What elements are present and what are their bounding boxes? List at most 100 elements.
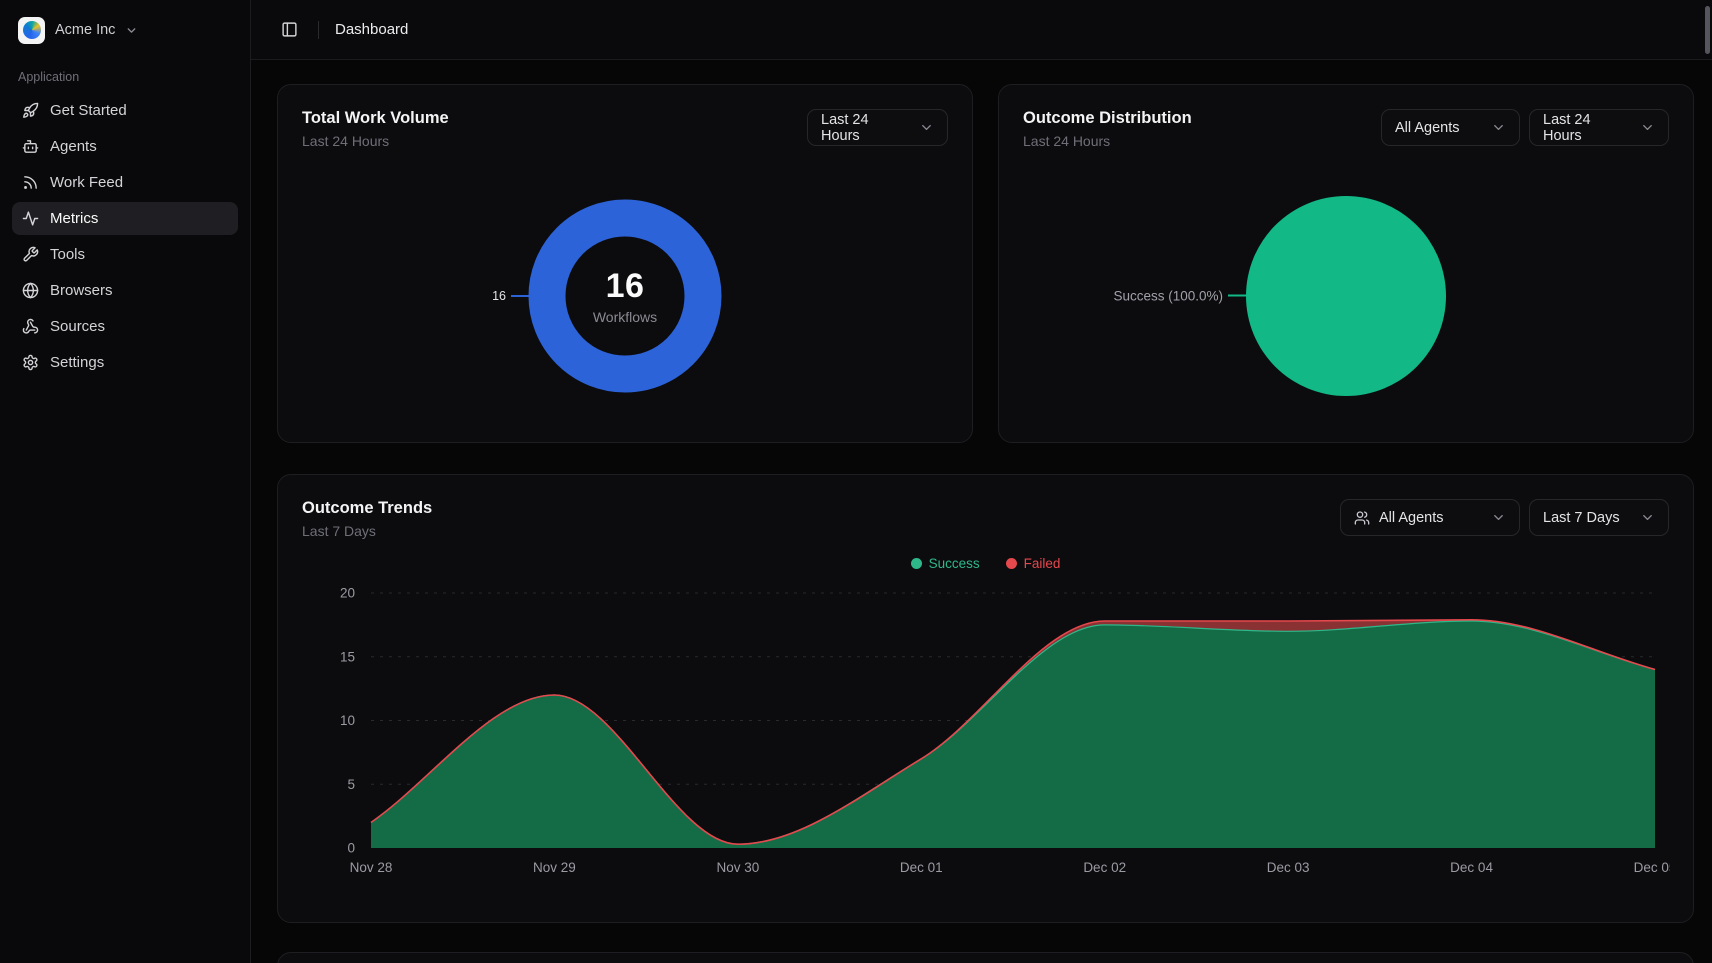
top-cards-row: Total Work Volume Last 24 Hours Last 24 … [277, 84, 1694, 443]
outcome-trends-range-select[interactable]: Last 7 Days [1529, 499, 1669, 536]
pie-callout-line [1228, 295, 1248, 297]
donut-value: 16 [606, 267, 645, 306]
work-volume-range-value: Last 24 Hours [821, 112, 909, 144]
svg-text:0: 0 [347, 841, 355, 856]
svg-text:Dec 01: Dec 01 [900, 860, 943, 875]
outcome-distribution-range-value: Last 24 Hours [1543, 112, 1630, 144]
work-volume-card-header: Total Work Volume Last 24 Hours Last 24 … [278, 85, 972, 149]
outcome-trends-card: Outcome Trends Last 7 Days All Agents [277, 474, 1694, 923]
activity-icon [22, 210, 39, 227]
sidebar-item-tools[interactable]: Tools [12, 238, 238, 271]
donut-unit: Workflows [593, 309, 657, 325]
next-card-partial [277, 952, 1694, 963]
outcome-trends-range-value: Last 7 Days [1543, 510, 1620, 526]
outcome-distribution-agent-select[interactable]: All Agents [1381, 109, 1520, 146]
work-volume-subtitle: Last 24 Hours [302, 133, 449, 149]
rocket-icon [22, 102, 39, 119]
outcome-trends-subtitle: Last 7 Days [302, 523, 432, 539]
users-icon [1354, 510, 1370, 526]
page-title: Dashboard [335, 21, 408, 38]
legend-success: Success [911, 556, 980, 571]
outcome-distribution-card-header: Outcome Distribution Last 24 Hours All A… [999, 85, 1693, 149]
sidebar-item-label: Agents [50, 138, 97, 155]
webhook-icon [22, 318, 39, 335]
sidebar-item-browsers[interactable]: Browsers [12, 274, 238, 307]
outcome-trends-controls: All Agents Last 7 Days [1340, 499, 1669, 536]
trends-legend: Success Failed [278, 553, 1693, 573]
sidebar-item-metrics[interactable]: Metrics [12, 202, 238, 235]
outcome-trends-agent-select[interactable]: All Agents [1340, 499, 1520, 536]
chevron-down-icon [1640, 120, 1655, 135]
brand-logo [18, 17, 45, 44]
sidebar-item-label: Settings [50, 354, 104, 371]
globe-icon [22, 282, 39, 299]
brand-logo-glyph [23, 21, 41, 39]
sidebar-nav: Get Started Agents Work Feed Metrics Tools Br… [12, 94, 238, 379]
svg-text:Nov 29: Nov 29 [533, 860, 576, 875]
panel-left-icon [281, 21, 298, 38]
work-volume-title: Total Work Volume [302, 109, 449, 128]
donut-callout-line [511, 295, 531, 297]
outcome-distribution-heading: Outcome Distribution Last 24 Hours [1023, 109, 1192, 149]
outcome-trends-heading: Outcome Trends Last 7 Days [302, 499, 432, 539]
chevron-down-icon [1491, 120, 1506, 135]
rss-icon [22, 174, 39, 191]
svg-text:Dec 02: Dec 02 [1083, 860, 1126, 875]
app-root: Acme Inc Application Get Started Agents Wo… [0, 0, 1712, 963]
sidebar-item-label: Tools [50, 246, 85, 263]
donut-center-text: 16 Workflows [520, 191, 730, 401]
donut-callout: 16 [492, 289, 531, 303]
svg-text:Nov 28: Nov 28 [350, 860, 393, 875]
total-work-volume-card: Total Work Volume Last 24 Hours Last 24 … [277, 84, 973, 443]
svg-text:20: 20 [340, 586, 355, 601]
chevron-down-icon [919, 120, 934, 135]
wrench-icon [22, 246, 39, 263]
sidebar-toggle-button[interactable] [277, 17, 302, 42]
sidebar-item-work-feed[interactable]: Work Feed [12, 166, 238, 199]
outcome-distribution-subtitle: Last 24 Hours [1023, 133, 1192, 149]
work-volume-controls: Last 24 Hours [807, 109, 948, 146]
dashboard-content: Total Work Volume Last 24 Hours Last 24 … [251, 60, 1712, 963]
svg-text:10: 10 [340, 713, 355, 728]
outcome-distribution-pie-chart [1241, 191, 1451, 401]
outcome-distribution-range-select[interactable]: Last 24 Hours [1529, 109, 1669, 146]
legend-failed: Failed [1006, 556, 1061, 571]
workspace-name: Acme Inc [55, 22, 115, 38]
svg-text:Dec 04: Dec 04 [1450, 860, 1493, 875]
pie-slice-success [1246, 196, 1446, 396]
sidebar-item-agents[interactable]: Agents [12, 130, 238, 163]
sidebar-item-settings[interactable]: Settings [12, 346, 238, 379]
sidebar-item-label: Get Started [50, 102, 127, 119]
svg-text:5: 5 [347, 777, 355, 792]
sidebar-item-label: Sources [50, 318, 105, 335]
donut-callout-label: 16 [492, 289, 506, 303]
outcome-trends-card-header: Outcome Trends Last 7 Days All Agents [278, 475, 1693, 539]
pie-callout-label: Success (100.0%) [1113, 288, 1223, 303]
scrollbar-thumb[interactable] [1705, 6, 1710, 54]
work-volume-heading: Total Work Volume Last 24 Hours [302, 109, 449, 149]
sidebar-item-sources[interactable]: Sources [12, 310, 238, 343]
outcome-distribution-chart-body: Success (100.0%) [999, 149, 1693, 442]
chevron-down-icon [125, 24, 138, 37]
outcome-trends-title: Outcome Trends [302, 499, 432, 518]
outcome-distribution-agent-value: All Agents [1395, 120, 1460, 136]
outcome-distribution-pie-wrap: Success (100.0%) [1241, 191, 1451, 401]
trends-chart: 0 5 10 15 20 Nov 28 Nov 29 Nov 30 Dec 01 Dec 02 De… [301, 579, 1670, 879]
svg-text:Nov 30: Nov 30 [716, 860, 759, 875]
workspace-switcher[interactable]: Acme Inc [12, 10, 238, 50]
svg-text:Dec 03: Dec 03 [1267, 860, 1310, 875]
topbar: Dashboard [251, 0, 1712, 60]
topbar-divider [318, 21, 319, 39]
sidebar-section-label: Application [12, 50, 238, 94]
sidebar: Acme Inc Application Get Started Agents Wo… [0, 0, 251, 963]
svg-text:Dec 05: Dec 05 [1634, 860, 1670, 875]
sidebar-item-get-started[interactable]: Get Started [12, 94, 238, 127]
sidebar-item-label: Work Feed [50, 174, 123, 191]
work-volume-range-select[interactable]: Last 24 Hours [807, 109, 948, 146]
svg-text:15: 15 [340, 649, 355, 664]
pie-callout: Success (100.0%) [1113, 288, 1248, 303]
bot-icon [22, 138, 39, 155]
outcome-distribution-controls: All Agents Last 24 Hours [1381, 109, 1669, 146]
chevron-down-icon [1640, 510, 1655, 525]
main-area: Dashboard Total Work Volume Last 24 Hour… [251, 0, 1712, 963]
